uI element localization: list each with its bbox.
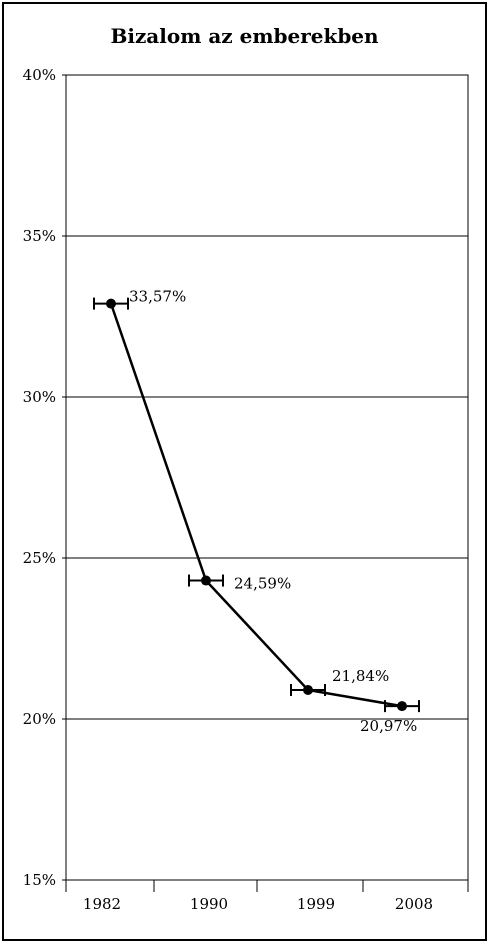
data-point — [397, 701, 407, 712]
x-tick-label: 1982 — [83, 895, 121, 913]
y-tick-label: 35% — [23, 227, 56, 245]
series-group: 33,57% 24,59% 21,84% 20,97% — [93, 288, 420, 735]
axes — [62, 74, 469, 892]
series-line — [109, 303, 403, 708]
data-point — [106, 298, 116, 309]
y-tick-label: 25% — [23, 549, 56, 567]
x-tick-label: 1990 — [190, 895, 228, 913]
data-label: 24,59% — [234, 575, 291, 593]
data-point — [201, 575, 211, 586]
grid-lines — [66, 235, 468, 720]
y-tick-label: 20% — [23, 710, 56, 728]
data-label: 20,97% — [360, 717, 417, 735]
x-tick-label: 1999 — [297, 895, 335, 913]
y-tick-label: 40% — [23, 66, 56, 84]
chart-title: Bizalom az emberekben — [110, 24, 379, 48]
plot-border — [65, 74, 469, 881]
x-tick-labels: 1982 1990 1999 2008 — [83, 895, 433, 913]
data-label: 21,84% — [332, 667, 389, 685]
data-label: 33,57% — [129, 288, 186, 306]
x-tick-label: 2008 — [395, 895, 433, 913]
y-tick-label: 15% — [23, 871, 56, 889]
data-point — [303, 685, 313, 696]
y-tick-labels: 15% 20% 25% 30% 35% 40% — [23, 66, 56, 889]
y-tick-label: 30% — [23, 388, 56, 406]
